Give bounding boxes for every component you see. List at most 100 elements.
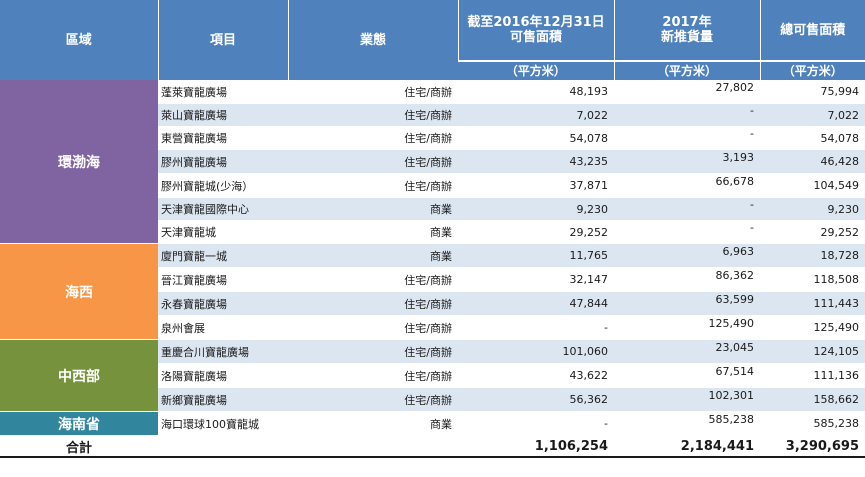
table-body: 環渤海 蓬萊寶龍廣場 住宅/商辦 48,193 27,802 75,994 萊山寶龍廣場 住宅… (0, 80, 865, 458)
type-cell: 住宅/商辦 (288, 363, 458, 388)
total-cell: 111,136 (760, 363, 865, 388)
project-cell: 重慶合川寶龍廣場 (158, 339, 288, 364)
type-cell: 商業 (288, 243, 458, 268)
unit-label: （平方米） (759, 60, 865, 80)
available-cell: - (458, 315, 614, 340)
new-supply-cell: 86,362 (614, 267, 760, 292)
project-cell: 膠州寶龍城(少海） (158, 173, 288, 198)
header-type: 業態 (287, 0, 458, 80)
header-region: 區域 (0, 0, 158, 80)
project-cell: 廈門寶龍一城 (158, 243, 288, 268)
available-cell: 9,230 (458, 197, 614, 221)
available-cell: 43,622 (458, 363, 614, 388)
total-row: 合計 1,106,254 2,184,441 3,290,695 (0, 435, 865, 458)
type-cell: 住宅/商辦 (288, 315, 458, 340)
total-cell: 118,508 (760, 267, 865, 292)
available-cell: 37,871 (458, 173, 614, 198)
total-cell: 7,022 (760, 103, 865, 127)
total-spacer (158, 435, 458, 458)
type-cell: 商業 (288, 411, 458, 436)
available-cell: 56,362 (458, 387, 614, 412)
new-supply-cell: 585,238 (614, 411, 760, 436)
table-row: 天津寶龍城 商業 29,252-29,252 (0, 220, 865, 244)
table-row: 中西部 重慶合川寶龍廣場 住宅/商辦 101,060 23,045 124,105 (0, 339, 865, 412)
available-cell: 11,765 (458, 243, 614, 268)
available-cell: 47,844 (458, 291, 614, 316)
project-cell: 東營寶龍廣場 (158, 126, 288, 150)
table-row: 天津寶龍國際中心 商業 9,230-9,230 (0, 197, 865, 221)
total-cell: 158,662 (760, 387, 865, 412)
type-cell: 住宅/商辦 (288, 339, 458, 364)
available-cell: 43,235 (458, 149, 614, 174)
total-available: 1,106,254 (458, 435, 614, 458)
sales-area-table: 區域 項目 業態 截至2016年12月31日 可售面積 2017年 新推貨量 總… (0, 0, 865, 458)
total-cell: 29,252 (760, 220, 865, 244)
available-cell: 101,060 (458, 339, 614, 364)
project-cell: 洛陽寶龍廣場 (158, 363, 288, 388)
project-cell: 新鄉寶龍廣場 (158, 387, 288, 412)
table-row: 膠州寶龍廣場 住宅/商辦 43,235 3,193 46,428 (0, 149, 865, 174)
new-supply-cell: - (614, 197, 760, 221)
new-supply-cell: - (614, 220, 760, 244)
total-cell: 125,490 (760, 315, 865, 340)
header-available-area: 截至2016年12月31日 可售面積 (457, 0, 614, 61)
total-cell: 124,105 (760, 339, 865, 364)
new-supply-cell: - (614, 126, 760, 150)
type-cell: 住宅/商辦 (288, 291, 458, 316)
available-cell: 29,252 (458, 220, 614, 244)
table-row: 東營寶龍廣場 住宅/商辦 54,078-54,078 (0, 126, 865, 150)
available-cell: 48,193 (458, 80, 614, 104)
region-cell: 環渤海 (0, 80, 158, 244)
new-supply-cell: 66,678 (614, 173, 760, 198)
region-cell: 中西部 (0, 339, 158, 412)
type-cell: 商業 (288, 197, 458, 221)
table-row: 泉州會展 住宅/商辦 -125,490 125,490 (0, 315, 865, 340)
header-total-area: 總可售面積 (759, 0, 865, 61)
table-row: 永春寶龍廣場 住宅/商辦 47,844 63,599 111,443 (0, 291, 865, 316)
project-cell: 蓬萊寶龍廣場 (158, 80, 288, 104)
unit-label: （平方米） (613, 60, 760, 80)
table-row: 海南省 海口環球100寶龍城 商業 -585,238 585,238 (0, 411, 865, 436)
new-supply-cell: 23,045 (614, 339, 760, 364)
total-cell: 54,078 (760, 126, 865, 150)
new-supply-cell: 6,963 (614, 243, 760, 268)
unit-label: （平方米） (458, 60, 614, 80)
new-supply-cell: 125,490 (614, 315, 760, 340)
type-cell: 住宅/商辦 (288, 149, 458, 174)
total-cell: 111,443 (760, 291, 865, 316)
project-cell: 永春寶龍廣場 (158, 291, 288, 316)
header-project: 項目 (157, 0, 288, 80)
type-cell: 住宅/商辦 (288, 387, 458, 412)
type-cell: 住宅/商辦 (288, 126, 458, 150)
available-cell: 54,078 (458, 126, 614, 150)
available-cell: 32,147 (458, 267, 614, 292)
new-supply-cell: - (614, 103, 760, 127)
type-cell: 住宅/商辦 (288, 80, 458, 104)
table-row: 海西 廈門寶龍一城 商業 11,765 6,963 18,728 (0, 243, 865, 340)
new-supply-cell: 67,514 (614, 363, 760, 388)
total-cell: 75,994 (760, 80, 865, 104)
available-cell: - (458, 411, 614, 436)
new-supply-cell: 63,599 (614, 291, 760, 316)
table-row: 膠州寶龍城(少海） 住宅/商辦 37,871 66,678 104,549 (0, 173, 865, 198)
total-cell: 9,230 (760, 197, 865, 221)
type-cell: 住宅/商辦 (288, 267, 458, 292)
table-row: 萊山寶龍廣場 住宅/商辦 7,022-7,022 (0, 103, 865, 127)
region-cell: 海南省 (0, 411, 158, 436)
project-cell: 天津寶龍城 (158, 220, 288, 244)
header-new-supply: 2017年 新推貨量 (613, 0, 760, 61)
table-row: 晉江寶龍廣場 住宅/商辦 32,147 86,362 118,508 (0, 267, 865, 292)
total-cell: 104,549 (760, 173, 865, 198)
project-cell: 膠州寶龍廣場 (158, 149, 288, 174)
project-cell: 晉江寶龍廣場 (158, 267, 288, 292)
project-cell: 萊山寶龍廣場 (158, 103, 288, 127)
total-cell: 46,428 (760, 149, 865, 174)
type-cell: 住宅/商辦 (288, 173, 458, 198)
total-cell: 18,728 (760, 243, 865, 268)
table-row: 洛陽寶龍廣場 住宅/商辦 43,622 67,514 111,136 (0, 363, 865, 388)
total-cell: 585,238 (760, 411, 865, 436)
project-cell: 海口環球100寶龍城 (158, 411, 288, 436)
new-supply-cell: 3,193 (614, 149, 760, 174)
new-supply-cell: 27,802 (614, 80, 760, 104)
table-row: 新鄉寶龍廣場 住宅/商辦 56,362 102,301 158,662 (0, 387, 865, 412)
